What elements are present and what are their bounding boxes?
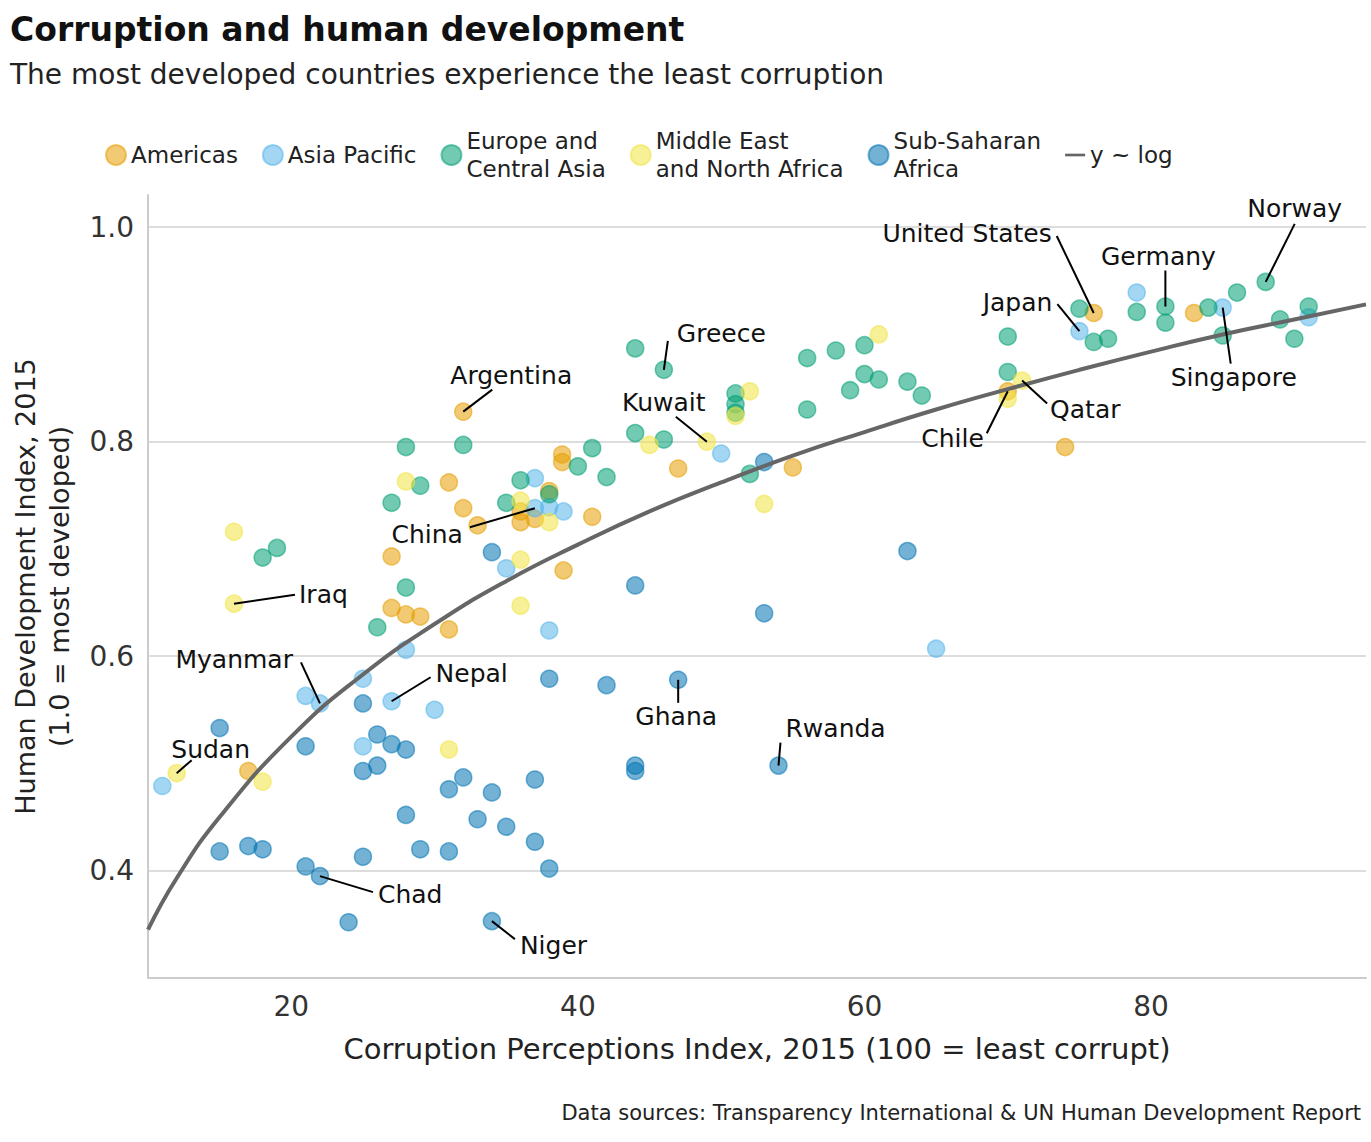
svg-text:Rwanda: Rwanda — [785, 714, 885, 743]
svg-text:Europe and: Europe and — [466, 128, 597, 154]
svg-text:Greece: Greece — [677, 319, 766, 348]
svg-text:United States: United States — [882, 219, 1051, 248]
svg-text:Argentina: Argentina — [450, 361, 572, 390]
svg-text:Asia Pacific: Asia Pacific — [288, 142, 417, 168]
svg-text:Sudan: Sudan — [171, 735, 250, 764]
svg-text:Human Development Index, 2015: Human Development Index, 2015 — [10, 358, 41, 815]
svg-text:20: 20 — [273, 990, 309, 1023]
svg-text:Middle East: Middle East — [656, 128, 789, 154]
svg-text:Corruption Perceptions Index,: Corruption Perceptions Index, 2015 (100 … — [343, 1032, 1170, 1066]
svg-text:40: 40 — [560, 990, 596, 1023]
svg-text:Kuwait: Kuwait — [622, 388, 706, 417]
svg-text:The most developed countries e: The most developed countries experience … — [9, 58, 884, 91]
svg-text:Sub-Saharan: Sub-Saharan — [894, 128, 1042, 154]
svg-text:and North Africa: and North Africa — [656, 156, 844, 182]
svg-text:1.0: 1.0 — [89, 211, 134, 244]
svg-text:Nepal: Nepal — [436, 659, 508, 688]
svg-text:Chile: Chile — [921, 424, 984, 453]
svg-text:y ~ log: y ~ log — [1090, 142, 1173, 168]
svg-text:Africa: Africa — [894, 156, 960, 182]
svg-text:(1.0 = most developed): (1.0 = most developed) — [44, 426, 75, 747]
svg-text:Ghana: Ghana — [635, 702, 717, 731]
svg-text:Chad: Chad — [378, 880, 443, 909]
svg-text:Iraq: Iraq — [299, 580, 348, 609]
svg-text:Corruption and human developme: Corruption and human development — [10, 10, 685, 49]
svg-text:Germany: Germany — [1101, 242, 1216, 271]
svg-text:Central Asia: Central Asia — [466, 156, 605, 182]
svg-text:0.6: 0.6 — [89, 640, 134, 673]
svg-text:Myanmar: Myanmar — [175, 645, 293, 674]
svg-text:China: China — [391, 520, 462, 549]
svg-text:0.8: 0.8 — [89, 425, 134, 458]
svg-text:Japan: Japan — [981, 288, 1053, 317]
svg-text:Americas: Americas — [131, 142, 238, 168]
svg-text:Niger: Niger — [520, 931, 588, 960]
svg-text:80: 80 — [1133, 990, 1169, 1023]
svg-text:60: 60 — [847, 990, 883, 1023]
svg-text:0.4: 0.4 — [89, 854, 134, 887]
svg-text:Qatar: Qatar — [1050, 395, 1121, 424]
svg-text:Singapore: Singapore — [1171, 363, 1297, 392]
svg-text:Data sources: Transparency Int: Data sources: Transparency International… — [561, 1101, 1361, 1125]
svg-text:Norway: Norway — [1247, 194, 1342, 223]
